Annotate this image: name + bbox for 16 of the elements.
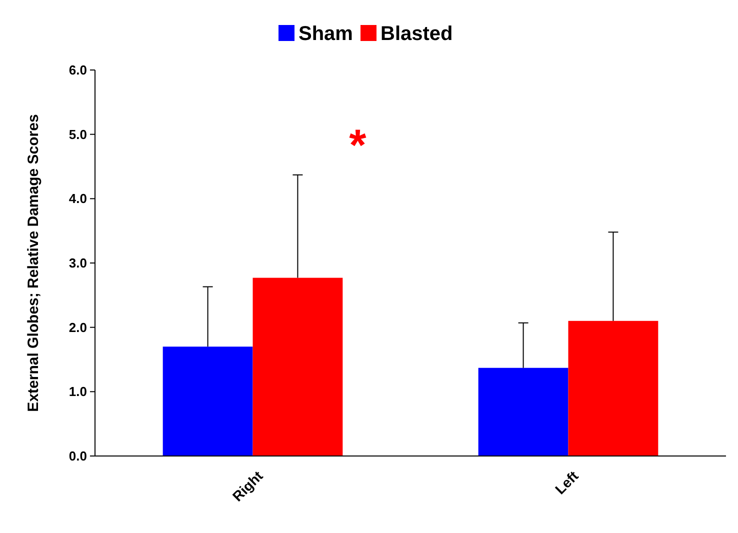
bar (478, 368, 568, 456)
y-tick-label: 5.0 (68, 126, 87, 142)
y-tick-label: 1.0 (68, 384, 87, 400)
y-tick-label: 4.0 (68, 191, 87, 206)
bar (252, 278, 343, 456)
legend-label: Blasted (380, 23, 453, 45)
legend-label: Sham (298, 23, 353, 45)
y-tick-label: 2.0 (68, 320, 87, 335)
bar (162, 346, 253, 456)
bar (568, 320, 658, 456)
y-tick-label: 0.0 (68, 448, 87, 464)
x-tick-label: Left (552, 468, 582, 498)
y-tick-label: 3.0 (68, 256, 87, 271)
annotation: * (349, 121, 368, 170)
y-tick-label: 6.0 (68, 62, 87, 78)
y-axis-title: External Globes; Relative Damage Scores (25, 114, 42, 412)
